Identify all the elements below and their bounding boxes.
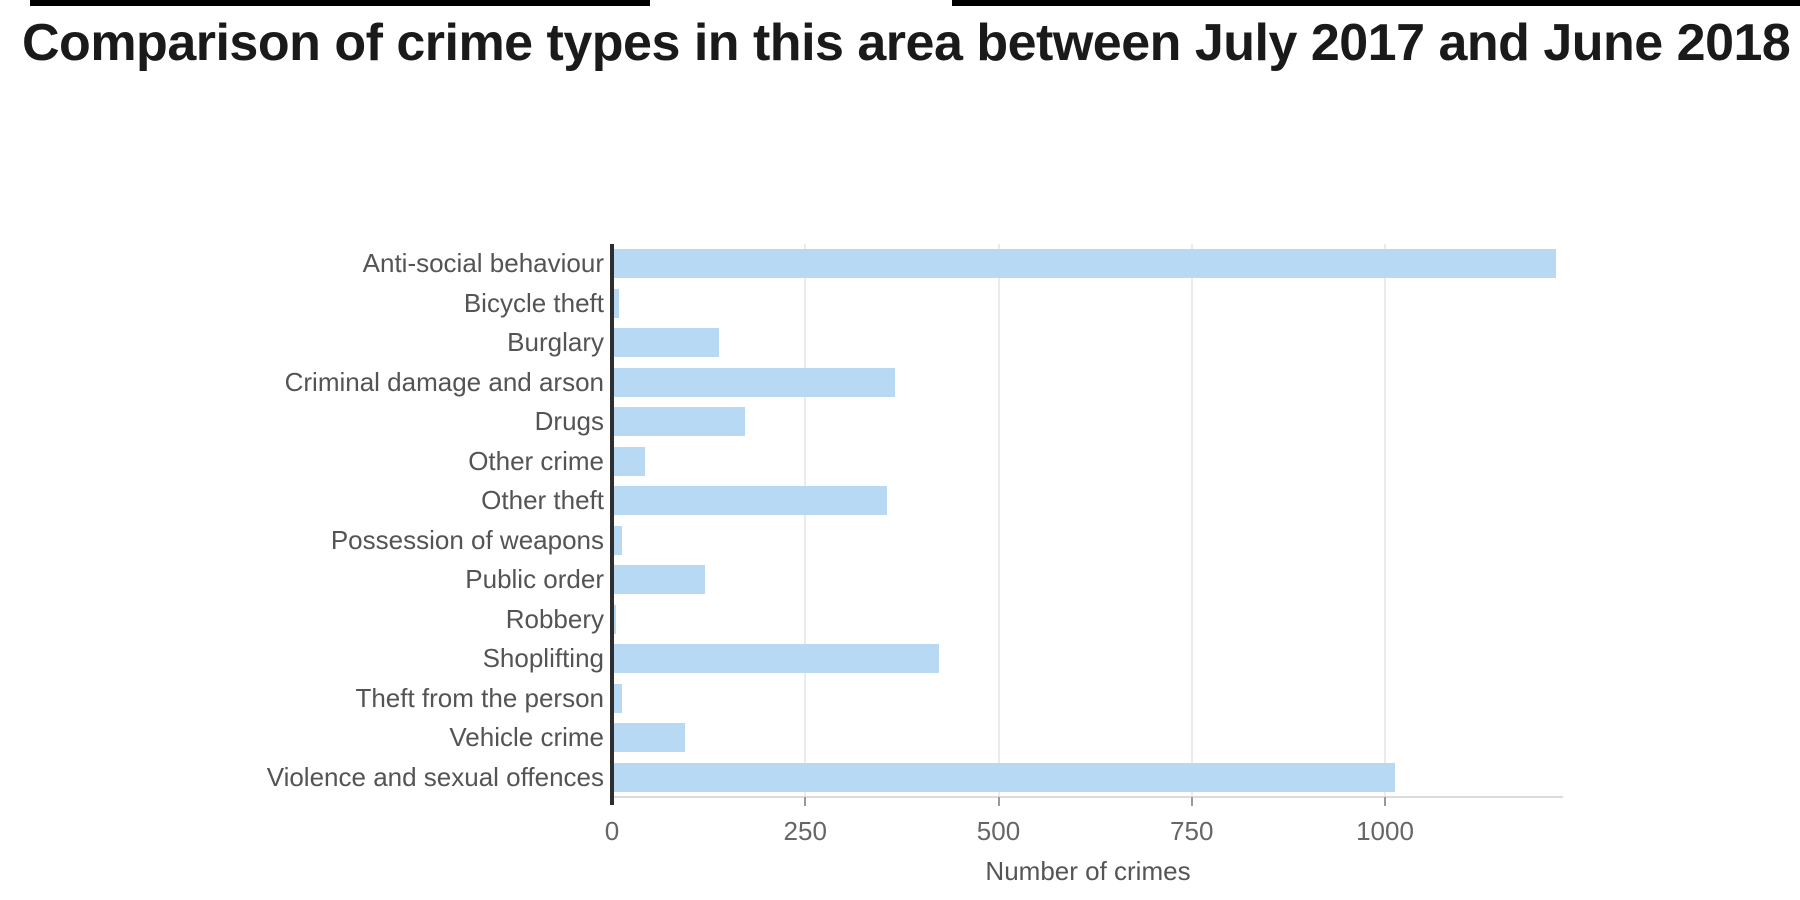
gridline-1000: [1384, 244, 1386, 797]
bar-robbery[interactable]: [614, 604, 616, 634]
bar-row: Public order: [0, 560, 1800, 600]
bar-public-order[interactable]: [614, 565, 705, 595]
gridline-500: [997, 244, 1000, 797]
chart-title: Comparison of crime types in this area b…: [22, 14, 1791, 72]
bar-other-theft[interactable]: [614, 486, 887, 516]
category-label: Burglary: [507, 327, 604, 358]
category-label: Theft from the person: [355, 682, 604, 713]
bar-row: Possession of weapons: [0, 521, 1800, 561]
category-label: Bicycle theft: [463, 287, 604, 318]
bar-criminal-damage-and-arson[interactable]: [614, 367, 895, 397]
bar-row: Shoplifting: [0, 639, 1800, 679]
bar-row: Vehicle crime: [0, 718, 1800, 758]
x-tick-250: [804, 797, 807, 806]
x-axis-title: Number of crimes: [985, 856, 1191, 886]
category-label: Drugs: [534, 406, 604, 437]
x-tick-label-500: 500: [976, 816, 1021, 846]
x-tick-1000: [1384, 797, 1386, 806]
top-edge-strip-right: [952, 0, 1800, 6]
x-tick-label-1000: 1000: [1356, 816, 1414, 846]
category-label: Anti-social behaviour: [362, 248, 604, 279]
bar-row: Other theft: [0, 481, 1800, 521]
bar-shoplifting[interactable]: [614, 644, 939, 674]
category-label: Robbery: [505, 603, 604, 634]
bar-row: Theft from the person: [0, 679, 1800, 719]
top-edge-strip-left: [30, 0, 650, 6]
x-tick-label-750: 750: [1170, 816, 1214, 846]
gridline-750: [1190, 244, 1193, 797]
y-axis-line: [610, 244, 614, 805]
x-axis-baseline: [612, 796, 1563, 798]
bar-row: Violence and sexual offences: [0, 758, 1800, 798]
bar-theft-from-the-person[interactable]: [614, 683, 622, 713]
bar-vehicle-crime[interactable]: [614, 723, 685, 753]
bar-anti-social-behaviour[interactable]: [614, 249, 1556, 279]
x-tick-label-0: 0: [604, 816, 620, 846]
category-label: Vehicle crime: [449, 722, 604, 753]
bar-row: Anti-social behaviour: [0, 244, 1800, 284]
bar-row: Other crime: [0, 442, 1800, 482]
bar-row: Criminal damage and arson: [0, 363, 1800, 403]
category-label: Public order: [465, 564, 604, 595]
bar-row: Bicycle theft: [0, 284, 1800, 324]
bar-bicycle-theft[interactable]: [614, 288, 619, 318]
bar-row: Burglary: [0, 323, 1800, 363]
category-label: Criminal damage and arson: [284, 366, 604, 397]
x-tick-500: [997, 797, 1000, 806]
x-tick-750: [1190, 797, 1193, 806]
bar-violence-and-sexual-offences[interactable]: [614, 762, 1395, 792]
bar-burglary[interactable]: [614, 328, 719, 358]
bar-drugs[interactable]: [614, 407, 745, 437]
x-tick-label-250: 250: [783, 816, 827, 846]
bar-other-crime[interactable]: [614, 446, 645, 476]
bar-row: Drugs: [0, 402, 1800, 442]
bar-possession-of-weapons[interactable]: [614, 525, 622, 555]
bar-row: Robbery: [0, 600, 1800, 640]
category-label: Violence and sexual offences: [266, 761, 604, 792]
category-label: Other crime: [468, 445, 604, 476]
bar-chart-plot-area: Anti-social behaviour Bicycle theft Burgla…: [0, 244, 1800, 846]
category-label: Other theft: [481, 485, 604, 516]
category-label: Shoplifting: [482, 643, 604, 674]
category-label: Possession of weapons: [330, 524, 604, 555]
gridline-250: [804, 244, 807, 797]
